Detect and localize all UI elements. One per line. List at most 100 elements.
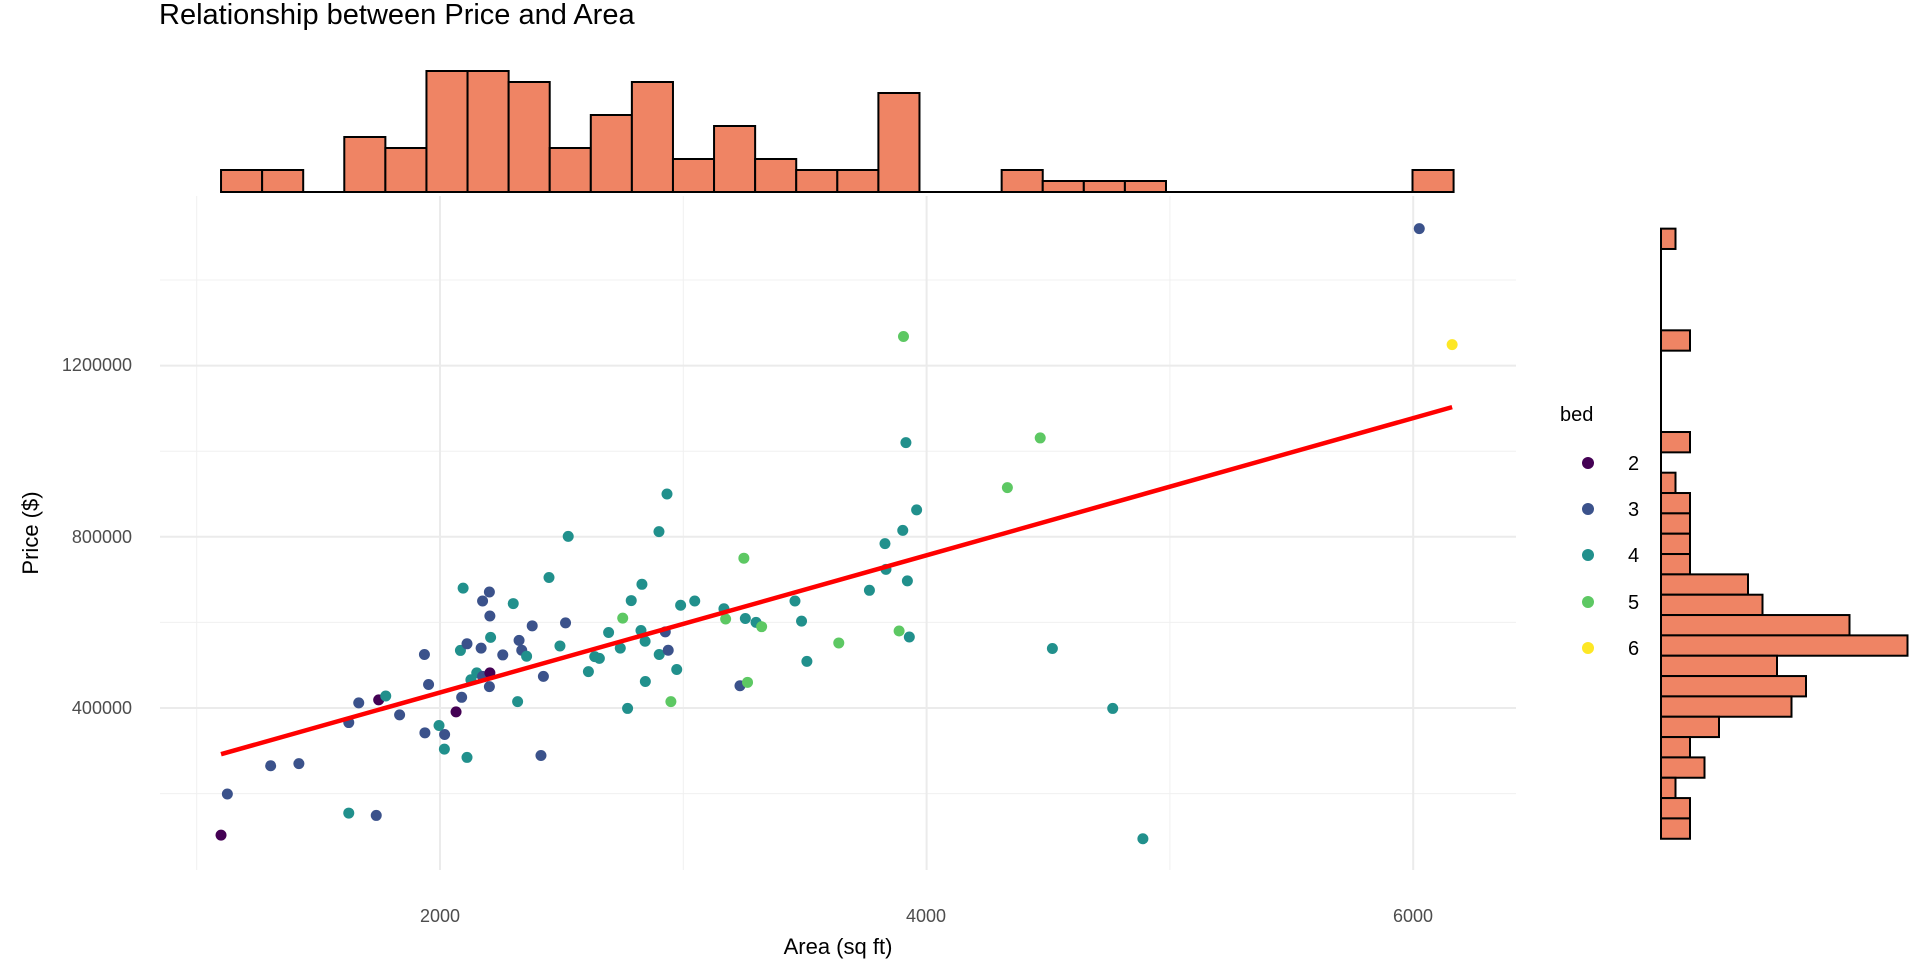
data-point — [911, 504, 923, 516]
y-tick-label: 400000 — [72, 698, 132, 718]
histogram-bar — [1660, 512, 1691, 535]
histogram-bar — [466, 70, 510, 193]
data-point — [485, 631, 497, 643]
histogram-bar — [1041, 180, 1085, 193]
right-histogram — [1660, 227, 1909, 840]
data-point — [1107, 702, 1119, 714]
legend-dot-icon — [1582, 549, 1594, 561]
data-point — [625, 595, 637, 607]
histogram-bar — [1660, 471, 1677, 495]
data-point — [456, 691, 468, 703]
histogram-bar — [343, 136, 387, 193]
legend-dot-icon — [1582, 642, 1594, 654]
legend-label: 2 — [1628, 453, 1639, 475]
histogram-bar — [713, 125, 757, 193]
data-point — [661, 488, 673, 500]
histogram-bar — [1660, 431, 1691, 454]
histogram-bar — [795, 169, 839, 193]
data-point — [1001, 482, 1013, 494]
histogram-bar — [1660, 227, 1677, 250]
data-point — [665, 696, 677, 708]
histogram-bar — [1660, 654, 1778, 678]
data-point — [675, 599, 687, 611]
data-point — [1446, 339, 1458, 351]
histogram-bar — [384, 147, 428, 193]
data-point — [1137, 833, 1149, 845]
data-point — [343, 807, 355, 819]
x-tick-label: 2000 — [420, 906, 460, 926]
data-point — [833, 637, 845, 649]
data-point — [893, 625, 905, 637]
data-point — [394, 709, 406, 721]
data-point — [689, 595, 701, 607]
data-point — [418, 649, 430, 660]
data-point — [653, 526, 665, 538]
histogram-bar — [1123, 180, 1167, 193]
data-point — [221, 788, 233, 800]
legend-label: 4 — [1628, 545, 1639, 567]
data-point — [903, 631, 915, 643]
histogram-bar — [1660, 553, 1691, 576]
y-axis-title: Price ($) — [18, 491, 43, 574]
legend-label: 3 — [1628, 499, 1639, 521]
data-point — [900, 437, 912, 449]
histogram-bar — [671, 158, 716, 193]
regression-line — [220, 404, 1453, 757]
data-point — [617, 612, 629, 624]
legend-title: bed — [1560, 404, 1593, 426]
data-point — [521, 650, 533, 662]
data-point — [554, 640, 566, 652]
y-tick-label: 800000 — [72, 527, 132, 547]
data-point — [475, 642, 487, 654]
legend-dot-icon — [1582, 503, 1594, 515]
histogram-bar — [1660, 797, 1691, 820]
data-point — [265, 760, 277, 772]
data-point — [353, 697, 365, 709]
data-point — [639, 675, 651, 687]
data-point — [438, 743, 450, 755]
chart-title: Relationship between Price and Area — [159, 0, 635, 31]
histogram-bar — [1000, 169, 1044, 193]
histogram-bar — [1660, 573, 1749, 596]
data-point — [484, 610, 496, 622]
histogram-bar — [1660, 614, 1851, 637]
data-point — [582, 666, 594, 678]
data-point — [562, 530, 574, 542]
scatter-points — [215, 223, 1458, 845]
data-point — [796, 615, 808, 627]
data-point — [483, 586, 495, 598]
grid-lines — [160, 196, 1516, 870]
data-point — [742, 676, 754, 688]
data-point — [622, 702, 634, 714]
data-point — [738, 552, 750, 564]
data-point — [639, 635, 651, 647]
data-point — [461, 751, 473, 763]
histogram-bar — [1660, 695, 1793, 718]
histogram-bar — [1660, 492, 1691, 515]
data-point — [739, 613, 751, 625]
data-point — [671, 663, 683, 675]
histogram-bar — [1660, 817, 1691, 840]
histogram-bar — [1660, 736, 1691, 759]
y-tick-label: 1200000 — [62, 355, 132, 375]
data-point — [897, 330, 909, 342]
data-point — [526, 620, 538, 632]
data-point — [537, 670, 549, 682]
histogram-bar — [1411, 169, 1455, 193]
data-point — [507, 598, 519, 610]
histogram-bar — [589, 114, 633, 193]
data-point — [662, 644, 674, 656]
histogram-bar — [630, 81, 674, 193]
data-point — [543, 571, 555, 583]
histogram-bar — [1660, 634, 1909, 657]
data-point — [863, 584, 875, 596]
data-point — [380, 690, 392, 702]
histogram-bar — [261, 169, 305, 193]
histogram-bar — [425, 70, 469, 193]
x-axis-title: Area (sq ft) — [784, 934, 893, 959]
data-point — [879, 538, 891, 550]
histogram-bar — [548, 147, 592, 193]
data-point — [1034, 432, 1046, 444]
legend-label: 5 — [1628, 592, 1639, 614]
